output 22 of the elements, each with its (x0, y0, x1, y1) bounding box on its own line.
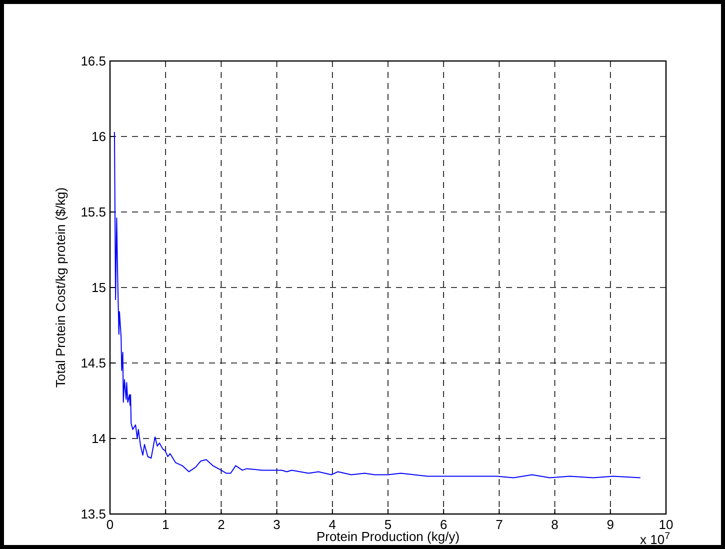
x-tick-label: 7 (496, 517, 503, 532)
x-tick-label: 5 (384, 517, 392, 532)
x-tick-label: 3 (273, 517, 280, 532)
y-tick-label: 14 (92, 431, 106, 446)
x-axis-title: Protein Production (kg/y) (316, 529, 460, 544)
text: x 10$^{7}$ (640, 530, 670, 547)
x-tick-label: 0 (106, 517, 114, 532)
y-tick-label: 16 (92, 129, 106, 144)
x-tick-label: 9 (606, 517, 614, 532)
x-tick-label: 2 (218, 517, 225, 532)
y-tick-label: 16.5 (80, 54, 106, 69)
x-tick-label: 10 (658, 517, 674, 532)
x-tick-label: 1 (162, 517, 170, 532)
x-tick-label: 4 (328, 517, 336, 532)
y-tick-label: 14.5 (80, 356, 106, 371)
y-tick-label: 13.5 (80, 506, 106, 522)
x-tick-label: 6 (440, 517, 448, 532)
y-tick-label: 15.5 (80, 204, 106, 220)
y-tick-label: 15 (92, 280, 106, 296)
x-tick-label: 8 (551, 517, 558, 532)
line-series (114, 131, 641, 478)
y-axis-title: Total Protein Cost/kg protein ($/kg) (53, 187, 68, 388)
